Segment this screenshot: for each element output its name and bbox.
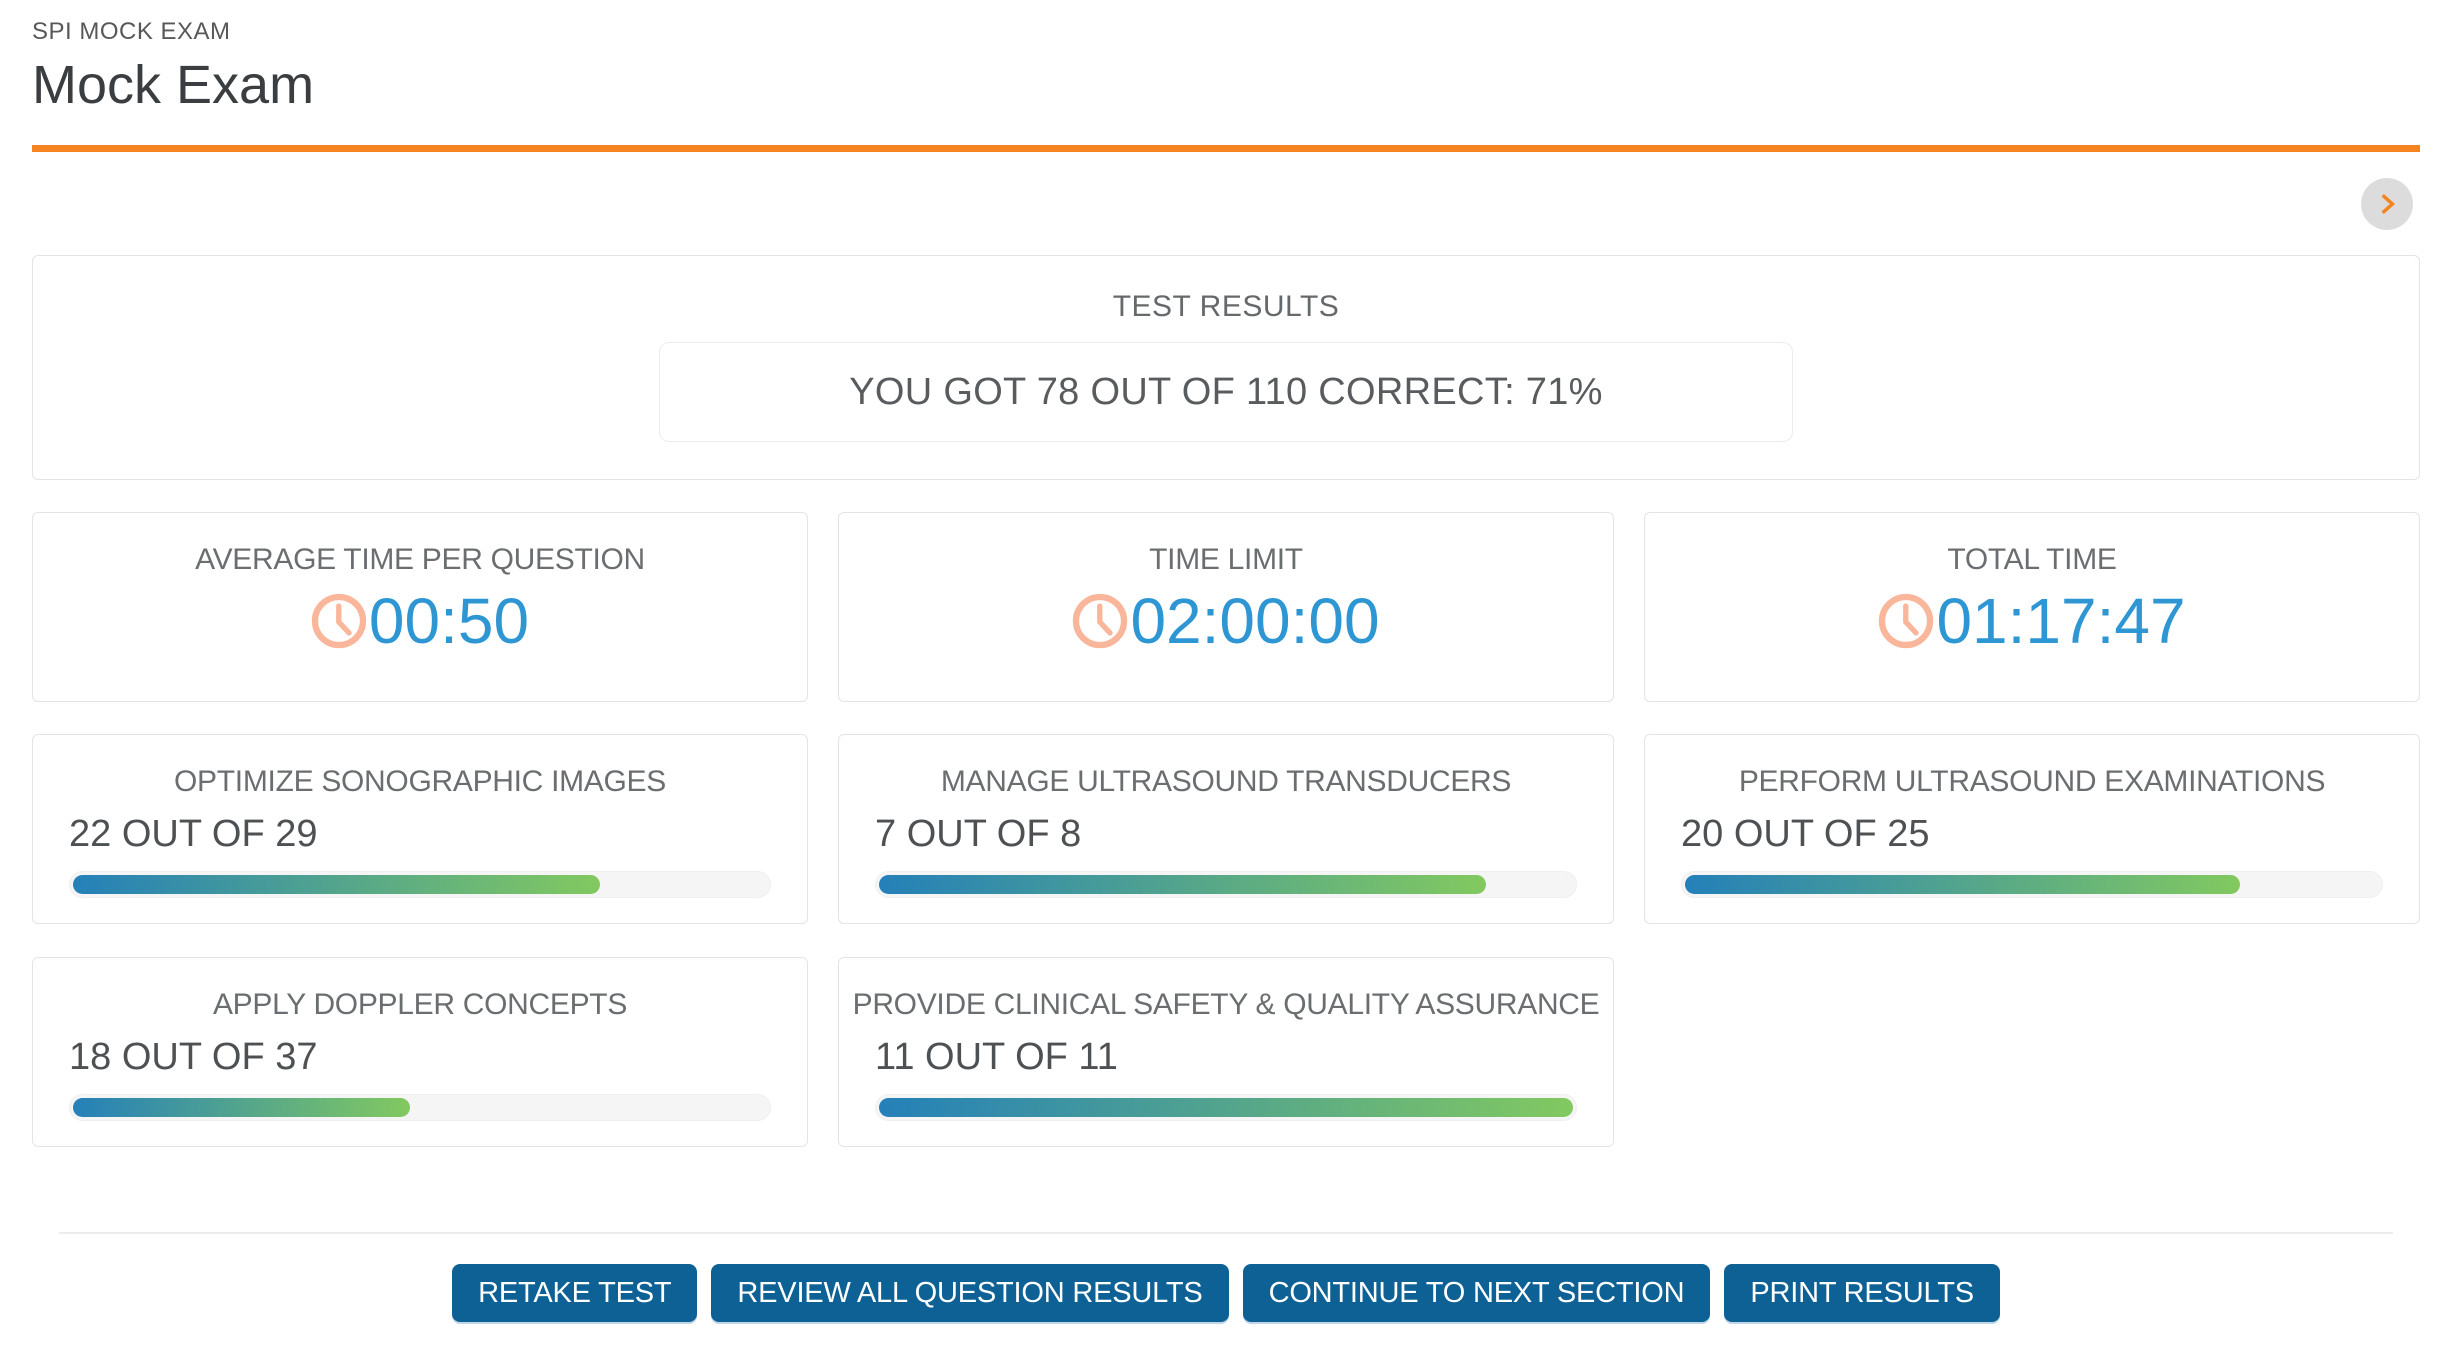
category-score: 20 OUT OF 25 [1681,813,1930,856]
footer-divider [59,1232,2393,1235]
next-button[interactable] [2361,178,2413,231]
category-score: 11 OUT OF 11 [875,1036,1118,1079]
progress-bar-track [875,871,1577,899]
clock-icon [1878,593,1934,649]
progress-bar-track [875,1094,1577,1122]
score-summary-text: YOU GOT 78 OUT OF 110 CORRECT: 71% [849,370,1603,413]
time-card-label: AVERAGE TIME PER QUESTION [195,543,645,577]
accent-divider [32,145,2420,153]
time-value: 01:17:47 [1936,585,2186,658]
category-cards-grid: OPTIMIZE SONOGRAPHIC IMAGES 22 OUT OF 29… [32,734,2420,1148]
clock-icon [1072,593,1128,649]
time-value: 00:50 [368,585,530,658]
page-title: Mock Exam [32,55,315,115]
header: SPI MOCK EXAM Mock Exam [32,14,2420,115]
test-results-panel: TEST RESULTS YOU GOT 78 OUT OF 110 CORRE… [32,255,2420,481]
category-label: PERFORM ULTRASOUND EXAMINATIONS [1738,765,2326,799]
retake-test-button[interactable]: RETAKE TEST [452,1264,698,1323]
progress-bar-fill [73,875,600,895]
category-score: 22 OUT OF 29 [69,813,318,856]
time-value-row: 00:50 [33,589,807,653]
category-label: PROVIDE CLINICAL SAFETY & QUALITY ASSURA… [852,988,1600,1022]
category-card: OPTIMIZE SONOGRAPHIC IMAGES 22 OUT OF 29 [32,734,808,925]
progress-bar-track [1681,871,2383,899]
category-label: OPTIMIZE SONOGRAPHIC IMAGES [174,765,666,799]
progress-bar-fill [1685,875,2241,895]
category-label: APPLY DOPPLER CONCEPTS [212,988,628,1022]
continue-next-section-button[interactable]: CONTINUE TO NEXT SECTION [1242,1264,1711,1323]
clock-icon [311,593,367,649]
progress-bar-fill [73,1098,411,1118]
time-value-row: 02:00:00 [839,589,1613,653]
time-cards-grid: AVERAGE TIME PER QUESTION 00:50 TIME LIM… [32,512,2420,703]
category-score: 18 OUT OF 37 [69,1036,318,1079]
time-card-limit: TIME LIMIT 02:00:00 [838,512,1614,703]
review-all-results-button[interactable]: REVIEW ALL QUESTION RESULTS [711,1264,1229,1323]
category-card: MANAGE ULTRASOUND TRANSDUCERS 7 OUT OF 8 [838,734,1614,925]
time-card-label: TIME LIMIT [1149,543,1303,577]
chevron-right-icon [2374,191,2400,217]
time-card-label: TOTAL TIME [1947,543,2117,577]
time-value-row: 01:17:47 [1645,589,2419,653]
chevron-row [32,178,2420,231]
time-value: 02:00:00 [1130,585,1380,658]
progress-bar-track [69,871,771,899]
print-results-button[interactable]: PRINT RESULTS [1724,1264,2000,1323]
progress-bar-fill [879,875,1487,895]
action-buttons-row: RETAKE TEST REVIEW ALL QUESTION RESULTS … [32,1264,2420,1323]
category-card: APPLY DOPPLER CONCEPTS 18 OUT OF 37 [32,957,808,1148]
progress-bar-track [69,1094,771,1122]
progress-bar-fill [879,1098,1573,1118]
category-score: 7 OUT OF 8 [875,813,1082,856]
category-label: MANAGE ULTRASOUND TRANSDUCERS [940,765,1512,799]
category-card: PERFORM ULTRASOUND EXAMINATIONS 20 OUT O… [1644,734,2420,925]
test-results-title: TEST RESULTS [1112,290,1340,324]
time-card-average: AVERAGE TIME PER QUESTION 00:50 [32,512,808,703]
time-card-total: TOTAL TIME 01:17:47 [1644,512,2420,703]
category-card: PROVIDE CLINICAL SAFETY & QUALITY ASSURA… [838,957,1614,1148]
score-summary-box: YOU GOT 78 OUT OF 110 CORRECT: 71% [659,342,1793,443]
breadcrumb: SPI MOCK EXAM [32,18,231,45]
